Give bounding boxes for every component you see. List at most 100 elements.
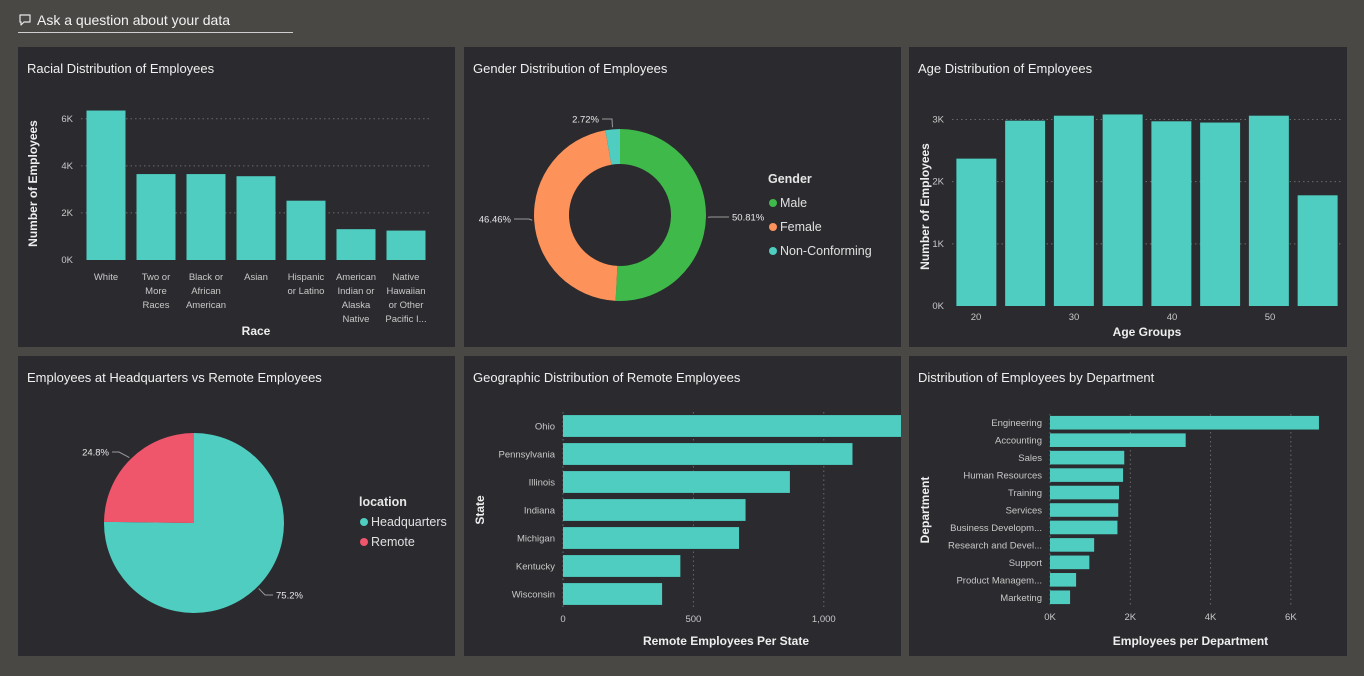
bar: [1050, 468, 1124, 482]
bar: [563, 443, 853, 465]
y-tick-label: Accounting: [995, 436, 1042, 447]
bar: [336, 229, 376, 260]
y-tick-label: Services: [1006, 506, 1043, 517]
x-tick-label: 1,000: [812, 614, 836, 625]
gender-chart-panel[interactable]: Gender Distribution of Employees 50.81% 4…: [464, 47, 901, 347]
legend-title: location: [359, 495, 407, 509]
y-tick-label: Business Developm...: [950, 523, 1042, 534]
bar: [1050, 485, 1120, 500]
bar: [563, 527, 740, 549]
geo-chart-panel[interactable]: Geographic Distribution of Remote Employ…: [464, 356, 901, 656]
slice-data-label: 46.46%: [479, 215, 512, 226]
x-tick-label: Hispanic or Latino: [288, 272, 325, 297]
bar: [1050, 503, 1119, 517]
dept-chart-panel[interactable]: Distribution of Employees by Department …: [909, 356, 1347, 656]
bar: [563, 499, 746, 521]
bar: [1050, 520, 1118, 535]
dept-chart-title: Distribution of Employees by Department: [918, 370, 1155, 385]
bar: [563, 471, 790, 493]
legend-marker: [769, 199, 777, 207]
y-tick-label: Product Managem...: [956, 575, 1042, 586]
legend-item: Remote: [371, 535, 415, 549]
dept-bar-chart: 0K 2K 4K 6K Engineering Accounting Sales Human …: [918, 414, 1319, 648]
x-tick-label: 20: [971, 312, 982, 323]
x-axis-title: Age Groups: [1113, 325, 1182, 339]
age-chart-title: Age Distribution of Employees: [918, 61, 1093, 76]
slice: [104, 433, 194, 523]
bar: [563, 415, 901, 437]
y-tick-label: Pennsylvania: [498, 450, 555, 461]
bar: [1050, 590, 1071, 605]
y-tick-label: Training: [1008, 488, 1042, 499]
legend-item: Female: [780, 220, 822, 234]
x-axis-title: Remote Employees Per State: [643, 634, 809, 648]
bar: [386, 230, 426, 260]
legend-title: Gender: [768, 172, 812, 186]
bar: [1050, 433, 1186, 447]
y-axis-title: Department: [918, 477, 932, 544]
bar: [1005, 120, 1046, 307]
x-tick-label: 6K: [1285, 612, 1297, 623]
location-chart-title: Employees at Headquarters vs Remote Empl…: [27, 370, 322, 385]
bar: [1248, 115, 1289, 306]
bar: [1200, 122, 1241, 306]
bar: [1151, 121, 1192, 306]
geo-chart-title: Geographic Distribution of Remote Employ…: [473, 370, 741, 385]
geo-bar-chart: 0 500 1,000 Ohio Pennsylvania Illinois Indiana…: [473, 412, 901, 648]
bar: [956, 158, 997, 306]
location-pie-chart: 75.2% 24.8% location Headquarters Remote: [82, 433, 447, 613]
slice: [605, 129, 620, 165]
bar: [1297, 195, 1338, 306]
bar: [86, 110, 126, 261]
y-tick-label: Engineering: [991, 418, 1042, 429]
y-tick-label: Sales: [1018, 453, 1042, 464]
y-tick-label: Support: [1009, 558, 1043, 569]
slice-data-label: 75.2%: [276, 591, 303, 602]
race-chart-panel[interactable]: Racial Distribution of Employees 0K 2K 4K 6…: [18, 47, 455, 347]
leader-line: [258, 588, 273, 596]
slice: [533, 130, 618, 301]
gender-donut-chart: 50.81% 46.46% 2.72% Gender Male Female Non-Con…: [479, 115, 872, 301]
legend-item: Headquarters: [371, 515, 447, 529]
y-tick-label: Illinois: [529, 478, 556, 489]
y-axis-title: Number of Employees: [918, 143, 932, 270]
gender-chart-title: Gender Distribution of Employees: [473, 61, 668, 76]
location-chart-panel[interactable]: Employees at Headquarters vs Remote Empl…: [18, 356, 455, 656]
legend-marker: [769, 247, 777, 255]
bar: [1050, 555, 1090, 570]
age-bar-chart: 0K 1K 2K 3K 20 30 40 50 Age Groups Number of Empl…: [918, 114, 1342, 339]
y-tick-label: Wisconsin: [512, 590, 555, 601]
y-tick-label: Marketing: [1000, 593, 1042, 604]
bar: [1102, 114, 1143, 307]
bar: [136, 174, 176, 260]
legend-marker: [360, 538, 368, 546]
x-axis-title: Race: [242, 324, 271, 338]
y-tick-label: Ohio: [535, 422, 555, 433]
slice-data-label: 2.72%: [572, 115, 599, 126]
x-axis-title: Employees per Department: [1113, 634, 1268, 648]
qa-search-box[interactable]: Ask a question about your data: [18, 8, 293, 33]
bar: [186, 174, 226, 260]
age-chart-panel[interactable]: Age Distribution of Employees 0K 1K 2K 3K 20…: [909, 47, 1347, 347]
bar: [1053, 115, 1094, 306]
leader-line: [602, 118, 613, 128]
x-tick-label: 50: [1265, 312, 1276, 323]
bar: [1050, 573, 1077, 587]
bar: [563, 555, 681, 577]
bar: [1050, 538, 1095, 552]
x-tick-label: 500: [685, 614, 701, 625]
speech-bubble-icon: [19, 14, 31, 26]
x-tick-label: White: [94, 272, 118, 283]
bar: [286, 200, 326, 260]
y-axis-title: State: [473, 495, 487, 525]
y-tick-label: 2K: [932, 177, 944, 188]
x-tick-label: 4K: [1205, 612, 1217, 623]
y-tick-label: Research and Devel...: [948, 540, 1042, 551]
x-tick-label: American Indian or Alaska Native: [336, 272, 376, 325]
y-tick-label: Kentucky: [516, 562, 555, 573]
x-tick-label: Black or African American: [186, 272, 226, 311]
slice-data-label: 50.81%: [732, 213, 765, 224]
bar: [236, 176, 276, 260]
legend-marker: [769, 223, 777, 231]
x-tick-label: 30: [1069, 312, 1080, 323]
